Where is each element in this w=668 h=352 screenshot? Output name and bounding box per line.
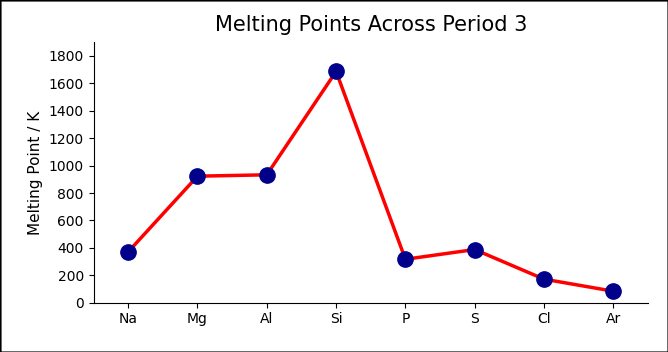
Title: Melting Points Across Period 3: Melting Points Across Period 3 (214, 15, 527, 35)
Y-axis label: Melting Point / K: Melting Point / K (28, 111, 43, 234)
